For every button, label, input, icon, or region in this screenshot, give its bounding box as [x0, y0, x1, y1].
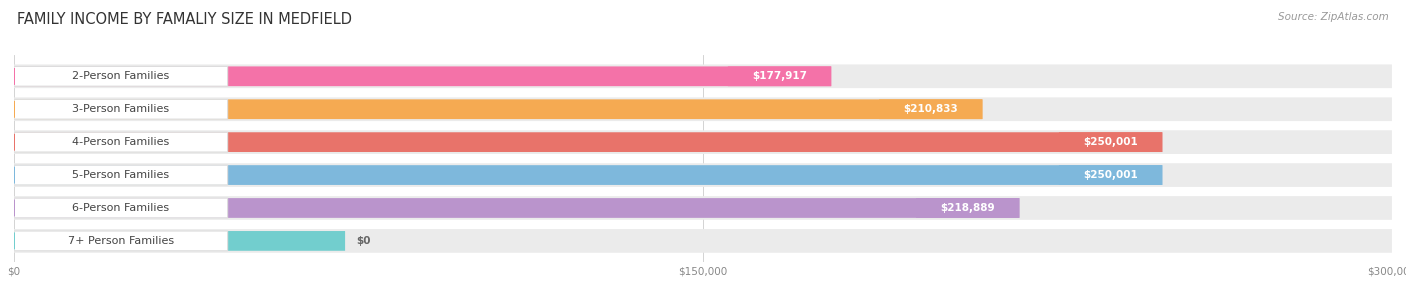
- FancyBboxPatch shape: [14, 66, 831, 86]
- FancyBboxPatch shape: [14, 66, 228, 86]
- FancyBboxPatch shape: [14, 196, 1392, 220]
- FancyBboxPatch shape: [14, 132, 1163, 152]
- FancyBboxPatch shape: [14, 198, 1019, 218]
- FancyBboxPatch shape: [14, 130, 1392, 154]
- FancyBboxPatch shape: [14, 165, 228, 185]
- FancyBboxPatch shape: [14, 99, 228, 119]
- FancyBboxPatch shape: [1059, 165, 1163, 185]
- FancyBboxPatch shape: [14, 198, 228, 218]
- FancyBboxPatch shape: [14, 163, 1392, 187]
- FancyBboxPatch shape: [14, 97, 1392, 121]
- Text: 6-Person Families: 6-Person Families: [72, 203, 169, 213]
- Text: $177,917: $177,917: [752, 71, 807, 81]
- FancyBboxPatch shape: [14, 229, 1392, 253]
- FancyBboxPatch shape: [228, 231, 344, 251]
- FancyBboxPatch shape: [1059, 132, 1163, 152]
- Text: $250,001: $250,001: [1083, 170, 1137, 180]
- Text: 7+ Person Families: 7+ Person Families: [67, 236, 174, 246]
- FancyBboxPatch shape: [14, 165, 1163, 185]
- Text: $0: $0: [356, 236, 371, 246]
- Text: 2-Person Families: 2-Person Families: [72, 71, 170, 81]
- Text: $218,889: $218,889: [941, 203, 995, 213]
- Text: Source: ZipAtlas.com: Source: ZipAtlas.com: [1278, 12, 1389, 22]
- Text: FAMILY INCOME BY FAMALIY SIZE IN MEDFIELD: FAMILY INCOME BY FAMALIY SIZE IN MEDFIEL…: [17, 12, 352, 27]
- FancyBboxPatch shape: [728, 66, 831, 86]
- Text: 3-Person Families: 3-Person Families: [72, 104, 169, 114]
- Text: 4-Person Families: 4-Person Families: [72, 137, 170, 147]
- Text: $250,001: $250,001: [1083, 137, 1137, 147]
- FancyBboxPatch shape: [917, 198, 1019, 218]
- FancyBboxPatch shape: [14, 231, 228, 251]
- FancyBboxPatch shape: [14, 132, 228, 152]
- Text: 5-Person Families: 5-Person Families: [72, 170, 169, 180]
- Text: $210,833: $210,833: [904, 104, 957, 114]
- FancyBboxPatch shape: [879, 99, 983, 119]
- FancyBboxPatch shape: [14, 99, 983, 119]
- FancyBboxPatch shape: [14, 64, 1392, 88]
